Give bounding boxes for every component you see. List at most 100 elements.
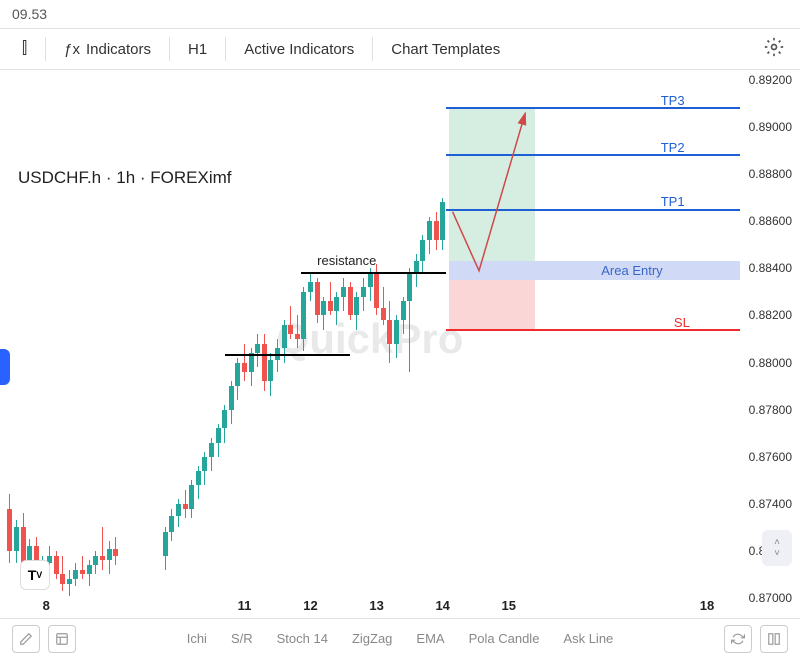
refresh-icon <box>731 632 745 646</box>
candle <box>60 556 65 591</box>
chevron-down-icon: ˅ <box>774 548 780 559</box>
resistance-label: resistance <box>317 253 376 268</box>
y-tick-label: 0.87000 <box>749 591 792 605</box>
panels-button[interactable] <box>760 625 788 653</box>
tp2-label: TP2 <box>661 140 685 155</box>
candle-style-button[interactable]: ⫿ <box>8 32 41 66</box>
candle <box>295 315 300 348</box>
candle <box>202 452 207 485</box>
candle <box>113 537 118 565</box>
candle <box>54 551 59 579</box>
candle <box>163 527 168 569</box>
candle <box>80 556 85 580</box>
candle <box>93 551 98 575</box>
indicator-toggle[interactable]: Ask Line <box>551 625 625 652</box>
y-axis: 0.892000.890000.888000.886000.884000.882… <box>740 80 800 598</box>
candle <box>176 499 181 527</box>
tp3-line <box>446 107 740 109</box>
y-tick-label: 0.88400 <box>749 261 792 275</box>
y-tick-label: 0.87600 <box>749 450 792 464</box>
scroll-button[interactable]: ˄˅ <box>762 530 792 566</box>
candle <box>255 334 260 367</box>
candle <box>381 287 386 325</box>
candle <box>328 282 333 315</box>
x-tick-label: 13 <box>369 598 383 613</box>
candle <box>107 541 112 574</box>
candle <box>7 494 12 562</box>
x-tick-label: 15 <box>502 598 516 613</box>
refresh-button[interactable] <box>724 625 752 653</box>
y-tick-label: 0.88200 <box>749 308 792 322</box>
indicator-toggle[interactable]: Ichi <box>175 625 219 652</box>
candle <box>387 301 392 362</box>
candle <box>67 570 72 596</box>
candle <box>348 282 353 320</box>
panels-icon <box>767 632 781 646</box>
candle <box>434 212 439 250</box>
candle <box>169 509 174 542</box>
candle <box>420 235 425 273</box>
candle <box>216 424 221 457</box>
indicator-toggle[interactable]: EMA <box>404 625 456 652</box>
timeframe-button[interactable]: H1 <box>174 33 221 66</box>
candle <box>229 381 234 423</box>
tp1-line <box>446 209 740 211</box>
candle <box>73 563 78 587</box>
edit-button[interactable] <box>12 625 40 653</box>
projection-arrow <box>0 80 740 598</box>
bottom-bar: IchiS/RStoch 14ZigZagEMAPola CandleAsk L… <box>0 618 800 658</box>
candle <box>401 297 406 335</box>
chart-area[interactable]: USDCHF.h · 1h · FOREXimf QuickPro TP3TP2… <box>0 80 800 618</box>
resistance-line-2 <box>225 354 351 356</box>
candle <box>334 292 339 325</box>
candle <box>361 278 366 311</box>
y-tick-label: 0.88800 <box>749 167 792 181</box>
y-tick-label: 0.87400 <box>749 497 792 511</box>
x-axis: 8111213141518 <box>0 598 740 618</box>
pencil-icon <box>19 632 33 646</box>
y-tick-label: 0.88000 <box>749 356 792 370</box>
loss-zone <box>449 280 535 329</box>
candle <box>222 405 227 443</box>
x-tick-label: 14 <box>435 598 449 613</box>
candle-icon: ⫿ <box>22 40 27 58</box>
candle <box>100 527 105 569</box>
entry-zone <box>449 261 740 280</box>
candle <box>394 315 399 357</box>
x-tick-label: 8 <box>43 598 50 613</box>
candle <box>288 306 293 339</box>
candle <box>321 297 326 330</box>
left-panel-toggle[interactable] <box>0 349 10 385</box>
indicator-toggle[interactable]: S/R <box>219 625 265 652</box>
area-entry-label: Area Entry <box>601 263 662 278</box>
indicator-toggle[interactable]: ZigZag <box>340 625 404 652</box>
y-tick-label: 0.89000 <box>749 120 792 134</box>
candle <box>183 490 188 518</box>
fx-icon: ƒx <box>64 41 80 58</box>
indicators-button[interactable]: ƒxIndicators <box>50 33 165 66</box>
indicator-toggle[interactable]: Stoch 14 <box>265 625 340 652</box>
candle <box>341 278 346 311</box>
tp3-label: TP3 <box>661 93 685 108</box>
chart-title: USDCHF.h · 1h · FOREXimf <box>18 168 232 188</box>
sl-label: SL <box>674 315 690 330</box>
resistance-line-1 <box>301 272 446 274</box>
settings-button[interactable] <box>756 29 792 70</box>
chart-templates-button[interactable]: Chart Templates <box>377 33 514 66</box>
timestamp: 09.53 <box>0 0 800 28</box>
candle <box>354 292 359 330</box>
candle <box>268 353 273 395</box>
candle <box>196 466 201 499</box>
x-tick-label: 11 <box>238 598 252 613</box>
candle <box>427 217 432 255</box>
candle <box>407 268 412 372</box>
y-tick-label: 0.88600 <box>749 214 792 228</box>
active-indicators-button[interactable]: Active Indicators <box>230 33 368 66</box>
layout-button[interactable] <box>48 625 76 653</box>
candle <box>315 278 320 323</box>
indicator-toggle[interactable]: Pola Candle <box>457 625 552 652</box>
tradingview-logo[interactable]: TV <box>20 560 50 590</box>
candle <box>235 358 240 400</box>
profit-zone <box>449 108 535 261</box>
candle <box>189 480 194 518</box>
